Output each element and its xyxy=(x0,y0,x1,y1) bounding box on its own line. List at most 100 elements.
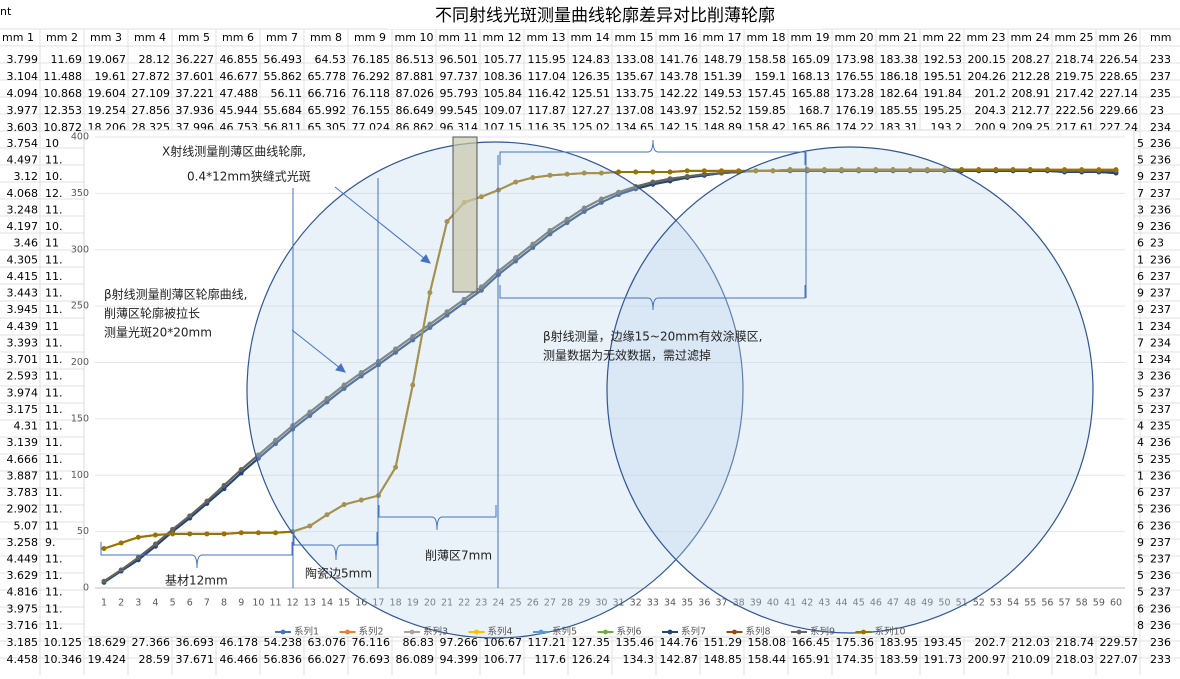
point xyxy=(684,174,690,179)
cell: 56.11 xyxy=(271,87,303,100)
column-header: mm 15 xyxy=(615,31,654,44)
cell: 234 xyxy=(1150,353,1171,366)
point xyxy=(547,228,553,233)
cell: 3 xyxy=(1137,203,1144,216)
bracket xyxy=(499,139,806,165)
cell: 9 xyxy=(1137,220,1144,233)
cell: 11. xyxy=(45,486,63,499)
cell: 4.094 xyxy=(7,87,39,100)
cell: 11. xyxy=(45,154,63,167)
point xyxy=(478,287,484,293)
cell: 47.488 xyxy=(220,87,259,100)
column-header: mm 26 xyxy=(1099,31,1138,44)
cell: 236 xyxy=(1150,569,1171,582)
column-header: mm 8 xyxy=(310,31,342,44)
point xyxy=(822,167,827,173)
cell: 56.836 xyxy=(264,653,303,666)
point xyxy=(581,209,587,214)
point xyxy=(976,167,982,173)
cell: 236 xyxy=(1150,602,1171,615)
cell: 5 xyxy=(1137,403,1144,416)
cell: 86.513 xyxy=(396,53,435,66)
point xyxy=(427,325,433,330)
cell: 165.88 xyxy=(792,87,831,100)
cell: 36.227 xyxy=(176,53,215,66)
cell: 76.118 xyxy=(352,87,391,100)
cell: 117.04 xyxy=(528,70,567,83)
cell: 6 xyxy=(1137,519,1144,532)
x-tick-label: 40 xyxy=(767,598,779,609)
cell: 9 xyxy=(1137,303,1144,316)
annotation: 削薄区7mm xyxy=(425,548,492,563)
x-tick-label: 58 xyxy=(1076,598,1088,609)
point xyxy=(153,541,158,547)
cell: 217.42 xyxy=(1056,87,1095,100)
x-tick-label: 44 xyxy=(836,598,848,609)
cell: 105.77 xyxy=(484,53,523,66)
cell: 37.221 xyxy=(176,87,215,100)
cell: 228.65 xyxy=(1100,70,1139,83)
cell: 236 xyxy=(1150,220,1171,233)
x-tick-label: 57 xyxy=(1058,598,1070,609)
cell: 11. xyxy=(45,253,63,266)
cell: 66.716 xyxy=(308,87,347,100)
cell: 3.139 xyxy=(7,436,39,449)
column-header: mm 13 xyxy=(527,31,566,44)
cell: 191.84 xyxy=(924,87,963,100)
cell: 2.593 xyxy=(7,370,39,383)
point xyxy=(581,170,587,176)
cell: 19.604 xyxy=(88,87,127,100)
point xyxy=(101,546,107,551)
cell: 4.31 xyxy=(14,420,39,433)
cell: 234 xyxy=(1150,320,1171,333)
legend-swatch xyxy=(474,629,479,635)
cell: 4 xyxy=(1137,436,1144,449)
cell: 157.45 xyxy=(748,87,787,100)
cell: 28.12 xyxy=(139,53,171,66)
cell: 226.54 xyxy=(1100,53,1139,66)
point xyxy=(856,167,862,173)
cell: 195.25 xyxy=(924,104,963,117)
x-tick-label: 59 xyxy=(1093,598,1105,609)
x-tick-label: 54 xyxy=(1007,598,1019,609)
cell: 166.45 xyxy=(792,636,831,649)
cell: 144.76 xyxy=(660,636,699,649)
cell: 76.116 xyxy=(352,636,391,649)
cell: 76.693 xyxy=(352,653,391,666)
legend-label: 系列4 xyxy=(488,626,513,638)
legend-label: 系列6 xyxy=(617,626,642,638)
x-tick-label: 34 xyxy=(664,598,676,609)
point xyxy=(410,382,416,388)
cell: 7 xyxy=(1137,336,1144,349)
cell: nt xyxy=(0,5,12,18)
point xyxy=(770,168,776,174)
cell: 46.178 xyxy=(220,636,259,649)
cell: 12.353 xyxy=(44,104,83,117)
cell: 3.887 xyxy=(7,469,39,482)
x-tick-label: 42 xyxy=(801,598,813,609)
cell: 173.28 xyxy=(836,87,875,100)
cell: 4.666 xyxy=(7,453,39,466)
point xyxy=(496,268,501,274)
chart-title: 不同射线光斑测量曲线轮廓差异对比削薄轮廓 xyxy=(435,6,775,26)
x-tick-label: 4 xyxy=(152,598,158,609)
point xyxy=(170,526,176,532)
point xyxy=(135,555,141,560)
cell: 46.855 xyxy=(220,53,259,66)
point xyxy=(255,452,261,458)
x-tick-label: 38 xyxy=(733,598,745,609)
cell: 237 xyxy=(1150,270,1171,283)
cell: 76.185 xyxy=(352,53,391,66)
x-tick-label: 24 xyxy=(492,598,504,609)
x-tick-label: 36 xyxy=(698,598,710,609)
annotation: X射线测量削薄区曲线轮廓, xyxy=(162,144,306,159)
cell: 18.629 xyxy=(88,636,127,649)
x-tick-label: 45 xyxy=(853,598,865,609)
chart-area[interactable] xyxy=(83,129,1135,638)
x-tick-label: 32 xyxy=(630,598,642,609)
cell: 235 xyxy=(1150,87,1171,100)
cell: 208.27 xyxy=(1012,53,1051,66)
point xyxy=(839,167,844,173)
point xyxy=(599,199,604,205)
cell: 2.902 xyxy=(7,503,39,516)
